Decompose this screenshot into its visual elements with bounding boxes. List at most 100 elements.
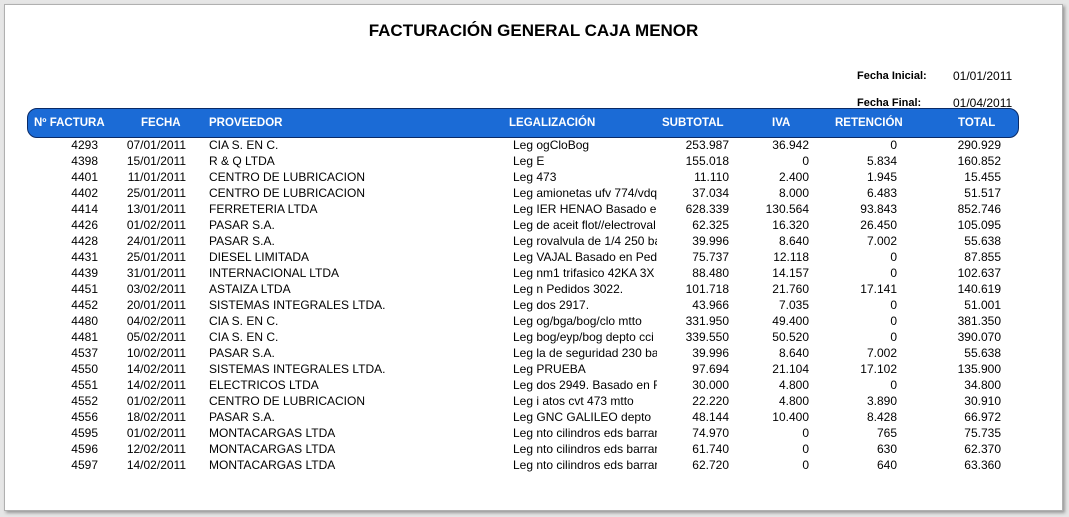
supplier: CENTRO DE LUBRICACION (209, 394, 366, 408)
subtotal: 628.339 (685, 202, 729, 216)
total: 30.910 (964, 394, 1001, 408)
retention: 93.843 (860, 202, 897, 216)
retention: 0 (890, 378, 897, 392)
legalization: Leg IER HENAO Basado en (513, 202, 657, 216)
column-header: Nº FACTURA (34, 117, 105, 129)
column-header: LEGALIZACIÓN (509, 117, 596, 129)
subtotal: 22.220 (692, 394, 729, 408)
invoice-date: 15/01/2011 (126, 154, 186, 168)
subtotal: 75.737 (692, 250, 729, 264)
total: 55.638 (964, 234, 1001, 248)
iva: 16.320 (772, 218, 809, 232)
invoice-date: 31/01/2011 (126, 266, 186, 280)
iva: 8.640 (778, 346, 809, 360)
invoice-number: 4431 (71, 250, 98, 264)
retention: 3.890 (866, 394, 897, 408)
legalization: Leg 473 (513, 170, 557, 184)
invoice-date: 03/02/2011 (126, 282, 186, 296)
legalization: Leg E (513, 154, 545, 168)
invoice-number: 4428 (71, 234, 98, 248)
retention: 7.002 (866, 346, 897, 360)
subtotal: 97.694 (692, 362, 729, 376)
invoice-number: 4398 (71, 154, 98, 168)
subtotal: 339.550 (685, 330, 729, 344)
subtotal: 62.325 (692, 218, 729, 232)
table-header-bar (27, 108, 1019, 138)
invoice-date: 05/02/2011 (126, 330, 186, 344)
subtotal: 101.718 (685, 282, 729, 296)
supplier: ASTAIZA LTDA (209, 282, 291, 296)
invoice-date: 14/02/2011 (126, 458, 186, 472)
legalization: Leg bog/eyp/bog depto cci (513, 330, 654, 344)
supplier: DIESEL LIMITADA (209, 250, 310, 264)
invoice-number: 4550 (71, 362, 98, 376)
retention: 6.483 (866, 186, 897, 200)
column-header: IVA (772, 117, 791, 129)
supplier: SISTEMAS INTEGRALES LTDA. (209, 298, 386, 312)
total: 160.852 (957, 154, 1001, 168)
iva: 12.118 (773, 250, 809, 264)
legalization: Leg ogCloBog (513, 138, 590, 152)
subtotal: 62.720 (692, 458, 729, 472)
column-header: TOTAL (958, 117, 996, 129)
subtotal: 39.996 (692, 346, 729, 360)
supplier: MONTACARGAS LTDA (209, 458, 336, 472)
retention: 7.002 (866, 234, 897, 248)
invoice-date: 20/01/2011 (126, 298, 186, 312)
iva: 10.400 (772, 410, 809, 424)
legalization: Leg i atos cvt 473 mtto (513, 394, 634, 408)
subtotal: 48.144 (692, 410, 729, 424)
invoice-date: 01/02/2011 (126, 394, 186, 408)
iva: 8.000 (778, 186, 809, 200)
iva: 7.035 (778, 298, 809, 312)
fecha-final-label: Fecha Final: (857, 97, 922, 109)
legalization: Leg amionetas ufv 774/vdq (513, 186, 657, 200)
iva: 0 (802, 426, 809, 440)
invoice-date: 25/01/2011 (126, 186, 186, 200)
invoice-number: 4551 (71, 378, 98, 392)
supplier: CENTRO DE LUBRICACION (209, 170, 366, 184)
invoice-number: 4401 (71, 170, 98, 184)
iva: 2.400 (778, 170, 809, 184)
invoice-number: 4597 (71, 458, 98, 472)
total: 105.095 (957, 218, 1001, 232)
invoice-date: 11/01/2011 (127, 170, 186, 184)
retention: 8.428 (866, 410, 897, 424)
iva: 130.564 (765, 202, 809, 216)
subtotal: 43.966 (692, 298, 729, 312)
invoice-number: 4556 (71, 410, 98, 424)
iva: 0 (802, 458, 809, 472)
subtotal: 155.018 (685, 154, 729, 168)
fecha-inicial: 01/01/2011 (953, 69, 1013, 83)
total: 381.350 (957, 314, 1001, 328)
supplier: CENTRO DE LUBRICACION (209, 186, 366, 200)
invoice-date: 24/01/2011 (126, 234, 186, 248)
supplier: PASAR S.A. (209, 410, 275, 424)
total: 390.070 (957, 330, 1001, 344)
supplier: CIA S. EN C. (209, 314, 279, 328)
total: 63.360 (964, 458, 1001, 472)
fecha-final: 01/04/2011 (953, 96, 1013, 110)
legalization: Leg GNC GALILEO depto (513, 410, 652, 424)
legalization: Leg nto cilindros eds barrar (513, 426, 657, 440)
legalization: Leg VAJAL Basado en Ped (513, 250, 657, 264)
iva: 49.400 (772, 314, 809, 328)
invoice-number: 4439 (71, 266, 98, 280)
iva: 21.104 (772, 362, 809, 376)
legalization: Leg rovalvula de 1/4 250 ba (513, 234, 657, 248)
invoice-date: 13/01/2011 (126, 202, 186, 216)
supplier: MONTACARGAS LTDA (209, 442, 336, 456)
subtotal: 331.950 (685, 314, 729, 328)
legalization: Leg og/bga/bog/clo mtto (513, 314, 642, 328)
iva: 14.157 (772, 266, 809, 280)
subtotal: 11.110 (694, 170, 729, 184)
retention: 0 (890, 330, 897, 344)
retention: 0 (890, 298, 897, 312)
invoice-number: 4402 (71, 186, 98, 200)
retention: 630 (876, 442, 897, 456)
supplier: R & Q LTDA (209, 154, 275, 168)
invoice-number: 4481 (71, 330, 98, 344)
total: 140.619 (957, 282, 1001, 296)
supplier: PASAR S.A. (209, 218, 275, 232)
subtotal: 39.996 (692, 234, 729, 248)
